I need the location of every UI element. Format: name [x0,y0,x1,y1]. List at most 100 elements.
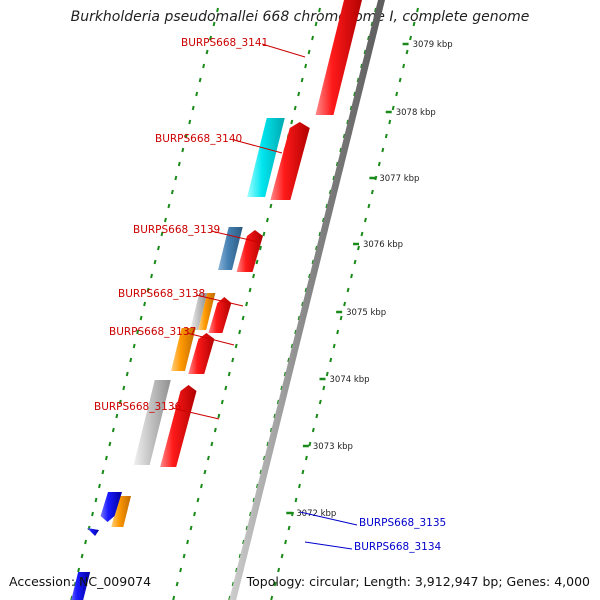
outer-tick-dot [374,175,378,181]
leader-line [304,541,353,550]
far-tick-dot [167,203,171,209]
outer-tick-dot [318,399,322,405]
mid-tick-dot [363,49,367,55]
far-tick-dot [153,259,157,265]
inner-tick-dot [307,49,311,55]
outer-tick-dot [350,273,354,279]
gene-3134-arrow [87,528,100,536]
gene-label-3135[interactable]: BURPS668_3135 [359,517,447,529]
far-tick-dot [108,441,112,447]
mid-tick-dot [332,175,336,181]
inner-tick-dot [224,385,228,391]
far-tick-dot [77,567,81,573]
kbp-tick-label: 3076 kbp [363,240,403,250]
outer-tick-dot [402,63,406,69]
far-tick-dot [216,7,219,13]
outer-tick-dot [270,595,274,600]
far-tick-dot [80,553,84,559]
gene-3137-arrow [188,333,215,374]
outer-tick-dot [363,217,367,223]
gene-label-3134[interactable]: BURPS668_3134 [354,541,442,553]
inner-tick-dot [189,525,193,531]
outer-tick-dot [294,497,298,503]
far-tick-dot [195,91,199,97]
inner-tick-dot [196,497,200,503]
inner-tick-dot [252,273,256,279]
leader-line [299,511,358,526]
outer-tick-dot [291,511,294,517]
far-tick-dot [104,455,108,461]
outer-tick-dot [322,385,326,391]
outer-tick-dot [336,329,340,335]
gene-label-3138[interactable]: BURPS668_3138 [118,288,206,300]
outer-tick-dot [315,413,319,419]
inner-tick-dot [200,483,203,489]
gene-3135-arrow [100,492,122,522]
kbp-tick-label: 3078 kbp [396,108,436,118]
outer-tick-dot [273,581,277,587]
far-tick-dot [181,147,185,153]
kbp-tick-label: 3074 kbp [330,375,370,385]
outer-tick-dot [377,161,381,167]
kbp-tick-label: 3079 kbp [413,40,453,50]
mid-tick-dot [360,63,364,69]
mid-tick-dot [353,91,357,97]
mid-tick-dot [325,203,329,209]
far-tick-dot [188,119,192,125]
far-tick-dot [198,77,202,83]
inner-tick-dot [245,301,249,307]
leader-line [233,139,283,154]
far-tick-dot [136,329,140,335]
outer-tick-dot [287,525,291,531]
gene-label-3136[interactable]: BURPS668_3136 [94,401,182,413]
leader-line [186,332,235,346]
outer-tick-dot [398,77,402,83]
inner-tick-dot [175,581,179,587]
outer-tick-dot [360,231,364,237]
cyan-feature [247,118,285,197]
far-tick-dot [98,483,101,489]
mid-tick-dot [339,147,343,153]
inner-tick-dot [290,119,294,125]
outer-tick-dot [329,357,333,363]
outer-tick-dot [416,7,419,13]
orange-feature [170,328,196,371]
orange-feature-small [198,293,216,330]
far-tick-dot [84,539,88,545]
far-tick-dot [129,357,133,363]
inner-tick-dot [300,77,304,83]
gene-label-3139[interactable]: BURPS668_3139 [133,224,221,236]
accession-text: Accession: NC_009074 [9,574,152,589]
inner-tick-dot [203,469,207,475]
far-tick-dot [163,217,167,223]
leader-line [171,407,220,420]
far-tick-dot [157,245,160,251]
outer-tick-dot [384,133,388,139]
inner-tick-dot [172,595,176,600]
outer-tick-dot [367,203,371,209]
gene-label-3137[interactable]: BURPS668_3137 [109,326,197,338]
far-tick-dot [160,231,164,237]
grey-feature [133,380,171,465]
inner-tick-dot [179,567,183,573]
kbp-tick-label: 3073 kbp [313,442,353,452]
far-tick-dot [132,343,136,349]
far-tick-dot [122,385,126,391]
inner-tick-dot [206,455,210,461]
backbone-band [229,0,386,600]
outer-tick-dot [325,371,329,377]
outer-tick-dot [409,35,413,41]
outer-tick-dot [395,91,399,97]
gene-label-3141[interactable]: BURPS668_3141 [181,37,269,49]
inner-tick-dot [193,511,196,517]
mid-tick-dot [374,7,377,13]
gene-label-3140[interactable]: BURPS668_3140 [155,133,243,145]
far-tick-dot [111,427,115,433]
mid-tick-dot [318,231,322,237]
inner-tick-dot [297,91,301,97]
outer-tick-dot [339,315,343,321]
inner-tick-dot [182,553,186,559]
inner-tick-dot [186,539,190,545]
